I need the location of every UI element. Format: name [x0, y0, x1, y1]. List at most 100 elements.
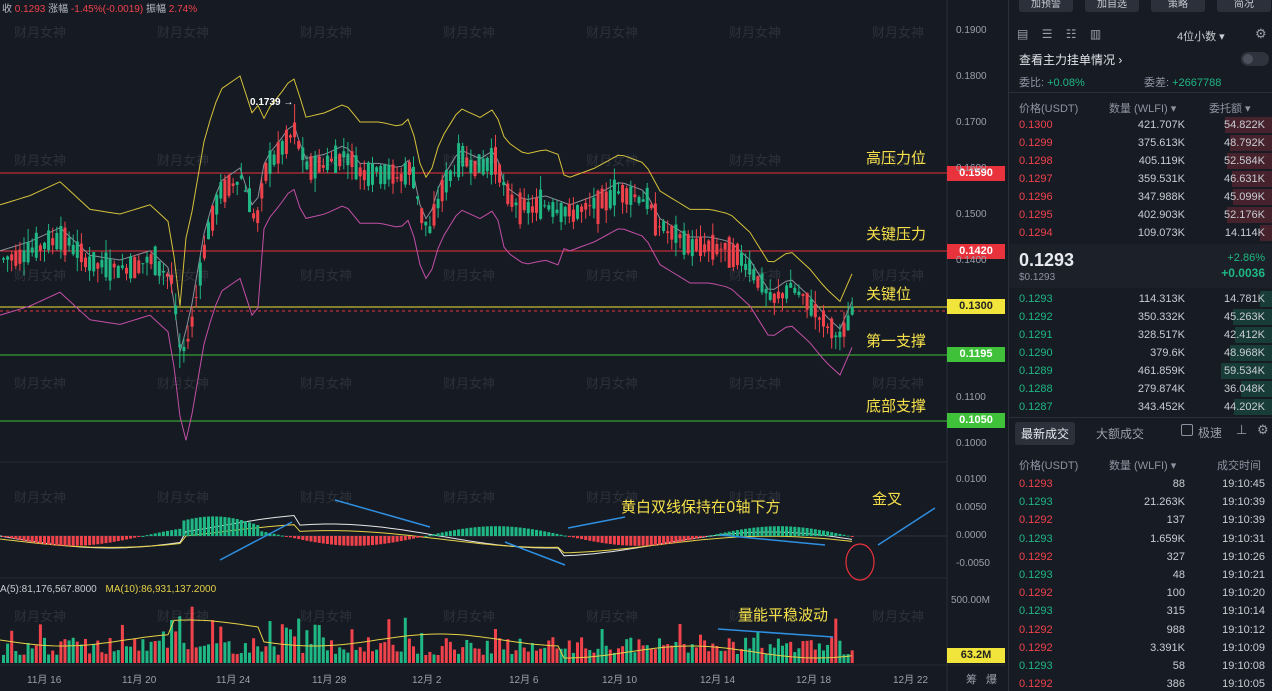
candle-body	[465, 157, 469, 167]
settings-gear-icon[interactable]: ⚙	[1255, 26, 1267, 41]
macd-histogram-bar	[612, 536, 616, 545]
liquidation-icon[interactable]: 爆	[986, 674, 997, 686]
macd-histogram-bar	[317, 536, 321, 543]
bid-row[interactable]: 0.1288 279.874K 36.048K	[1009, 380, 1272, 398]
bid-row[interactable]: 0.1292 350.332K 45.263K	[1009, 308, 1272, 326]
add-favorite-button[interactable]: 加自选	[1085, 0, 1139, 12]
settings-icon[interactable]: ⚙	[1257, 422, 1269, 437]
candle-body	[617, 191, 620, 194]
row-price: 0.1299	[1019, 137, 1053, 149]
candle-body	[403, 162, 407, 185]
volume-bar	[760, 647, 764, 663]
ask-row[interactable]: 0.1294 109.073K 14.114K	[1009, 224, 1272, 242]
macd-histogram-bar	[202, 516, 206, 536]
book-header-total[interactable]: 委托额 ▾	[1209, 103, 1251, 115]
trade-row[interactable]: 0.1292 3.391K 19:10:09	[1009, 639, 1272, 657]
volume-bar	[535, 650, 538, 663]
bid-row[interactable]: 0.1287 343.452K 44.202K	[1009, 398, 1272, 416]
volume-bar	[641, 645, 645, 663]
trade-row[interactable]: 0.1292 327 19:10:26	[1009, 548, 1272, 566]
bid-row[interactable]: 0.1289 461.859K 59.534K	[1009, 362, 1272, 380]
trade-row[interactable]: 0.1292 386 19:10:05	[1009, 675, 1272, 691]
candle-body	[604, 191, 608, 211]
strategy-button[interactable]: 策略	[1151, 0, 1205, 12]
candle-body	[22, 250, 26, 263]
annotation-key-level: 关键位	[866, 285, 912, 303]
candle-body	[563, 206, 567, 217]
book-bid-icon[interactable]: ☷	[1065, 27, 1077, 41]
candle-body	[186, 338, 190, 342]
row-price: 0.1292	[1019, 641, 1053, 654]
main-orders-link[interactable]: 查看主力挂单情况 ›	[1019, 53, 1123, 67]
volume-bar	[227, 641, 231, 663]
macd-arrow	[719, 534, 826, 546]
candle-body	[846, 315, 850, 331]
decimals-dropdown[interactable]: 4位小数 ▾	[1177, 31, 1225, 43]
candle-body	[383, 165, 387, 185]
tab-large-trades[interactable]: 大额成交	[1096, 427, 1145, 441]
macd-histogram-bar	[79, 536, 83, 546]
depth-bar	[1234, 399, 1272, 415]
candle-body	[157, 261, 161, 276]
volume-bar	[465, 639, 469, 663]
last-change-abs: +0.0036	[1221, 266, 1265, 280]
ask-row[interactable]: 0.1300 421.707K 54.822K	[1009, 116, 1272, 134]
chart-area[interactable]: 收 0.1293 涨幅 -1.45%(-0.0019) 振幅 2.74% 财月女…	[0, 0, 1212, 691]
filter-icon[interactable]: ⊥	[1236, 422, 1248, 437]
tab-latest-trades[interactable]: 最新成交	[1015, 422, 1076, 445]
candle-body	[366, 162, 370, 187]
trade-row[interactable]: 0.1293 1.659K 19:10:31	[1009, 530, 1272, 548]
candle-body	[571, 209, 575, 222]
book-ask-icon[interactable]: ☰	[1041, 27, 1053, 41]
trade-row[interactable]: 0.1293 48 19:10:21	[1009, 566, 1272, 584]
trade-header-qty[interactable]: 数量 (WLFI) ▾	[1109, 460, 1177, 472]
trade-row[interactable]: 0.1293 58 19:10:08	[1009, 657, 1272, 675]
volume-bar	[576, 642, 579, 663]
volume-bar	[96, 640, 100, 663]
trade-row[interactable]: 0.1293 21.263K 19:10:39	[1009, 493, 1272, 511]
ask-row[interactable]: 0.1295 402.903K 52.176K	[1009, 206, 1272, 224]
macd-histogram-bar	[801, 527, 805, 536]
trade-row[interactable]: 0.1292 988 19:10:12	[1009, 621, 1272, 639]
ask-row[interactable]: 0.1298 405.119K 52.584K	[1009, 152, 1272, 170]
macd-histogram-bar	[178, 528, 182, 536]
macd-histogram-bar	[59, 536, 63, 546]
trade-row[interactable]: 0.1293 315 19:10:14	[1009, 602, 1272, 620]
book-depth-icon[interactable]: ▥	[1089, 27, 1102, 41]
macd-histogram-bar	[239, 520, 243, 536]
candle-body	[137, 260, 141, 274]
add-alert-button[interactable]: 加预警	[1019, 0, 1073, 12]
book-header-qty[interactable]: 数量 (WLFI) ▾	[1109, 103, 1177, 115]
candle-body	[141, 263, 145, 265]
bid-row[interactable]: 0.1291 328.517K 42.412K	[1009, 326, 1272, 344]
row-price: 0.1287	[1019, 401, 1053, 413]
macd-histogram-bar	[412, 536, 415, 539]
macd-histogram-bar	[120, 536, 124, 541]
ask-row[interactable]: 0.1299 375.613K 48.792K	[1009, 134, 1272, 152]
ask-row[interactable]: 0.1296 347.988K 45.099K	[1009, 188, 1272, 206]
chip-icon[interactable]: 筹	[966, 674, 977, 686]
ask-row[interactable]: 0.1297 359.531K 46.631K	[1009, 170, 1272, 188]
main-orders-toggle[interactable]	[1241, 52, 1269, 66]
x-tick: 12月 2	[412, 675, 442, 686]
volume-bar	[108, 638, 112, 663]
bid-row[interactable]: 0.1290 379.6K 48.968K	[1009, 344, 1272, 362]
speed-checkbox[interactable]	[1181, 424, 1193, 436]
book-both-icon[interactable]: ▤	[1017, 27, 1029, 41]
trade-row[interactable]: 0.1292 137 19:10:39	[1009, 511, 1272, 529]
boll-mid-line	[0, 124, 853, 353]
kline-chart[interactable]	[0, 0, 1005, 691]
candle-body	[518, 192, 522, 225]
overview-button[interactable]: 简况	[1217, 0, 1271, 12]
macd-histogram-bar	[842, 534, 846, 536]
trade-row[interactable]: 0.1292 100 19:10:20	[1009, 584, 1272, 602]
bid-row[interactable]: 0.1293 114.313K 14.781K	[1009, 290, 1272, 308]
volume-bar	[637, 639, 641, 663]
trade-row[interactable]: 0.1293 88 19:10:45	[1009, 475, 1272, 493]
macd-histogram-bar	[268, 532, 272, 536]
book-view-icons[interactable]: ▤ ☰ ☷ ▥	[1017, 27, 1101, 41]
volume-bar	[289, 629, 292, 663]
macd-histogram-bar	[38, 536, 42, 544]
candle-body	[88, 256, 92, 271]
macd-histogram-bar	[510, 526, 514, 536]
